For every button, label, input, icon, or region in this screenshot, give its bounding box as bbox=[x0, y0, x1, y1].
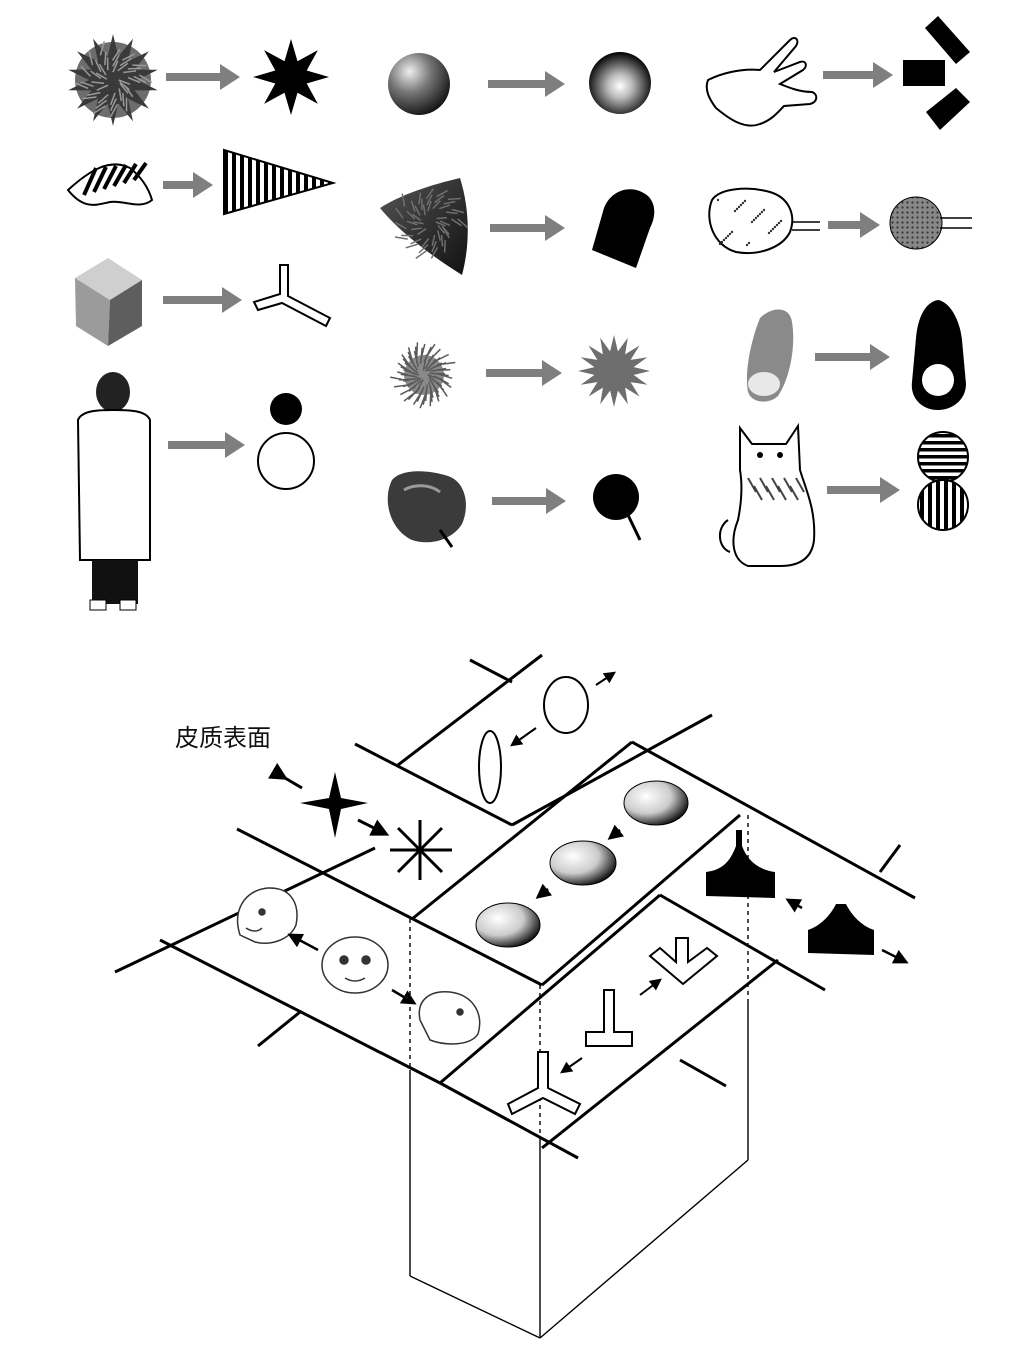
sweet-potato-icon bbox=[746, 309, 794, 402]
grey-arrow-icon bbox=[486, 360, 562, 386]
grey-starburst-icon bbox=[578, 335, 650, 407]
black-bar-junction-icon bbox=[903, 16, 970, 130]
black-bell-shape-icon bbox=[706, 830, 775, 898]
grey-arrow-icon bbox=[163, 172, 213, 198]
grey-arrow-icon bbox=[166, 64, 240, 90]
grey-arrow-icon bbox=[827, 477, 900, 503]
t-junction-icon bbox=[252, 264, 332, 328]
grey-arrow-icon bbox=[490, 215, 565, 241]
head-body-circles-icon bbox=[257, 393, 315, 490]
eight-point-star-small-icon bbox=[390, 820, 452, 880]
grey-arrow-icon bbox=[823, 62, 893, 88]
striped-cloth-icon bbox=[66, 161, 154, 206]
hand-icon bbox=[705, 36, 818, 127]
arrow-icon bbox=[268, 762, 303, 790]
striped-triangle-icon bbox=[223, 148, 337, 216]
bell-column bbox=[706, 830, 909, 964]
t-junction-outline-icon bbox=[585, 989, 633, 1047]
shaded-egg-icon bbox=[549, 840, 617, 886]
four-point-star-icon bbox=[300, 772, 368, 838]
grey-arrow-icon bbox=[488, 71, 565, 97]
monkey-face-front-icon bbox=[321, 936, 389, 994]
monkey-face-right-icon bbox=[418, 991, 481, 1045]
ellipse-column bbox=[478, 671, 616, 804]
eight-point-star-icon bbox=[253, 39, 329, 115]
cat-icon bbox=[719, 422, 816, 567]
cortex-diagram bbox=[114, 653, 916, 1339]
grey-arrow-icon bbox=[492, 488, 566, 514]
fuzzy-burr-icon bbox=[390, 342, 456, 409]
black-disc-with-stem-icon bbox=[593, 474, 642, 541]
dotted-disc-with-lines-icon bbox=[889, 196, 972, 250]
shaded-cube-icon bbox=[75, 258, 142, 346]
monkey-face-left-icon bbox=[236, 887, 298, 944]
star-column bbox=[268, 762, 452, 880]
arrow-icon bbox=[357, 818, 390, 836]
shaded-egg-icon bbox=[475, 902, 541, 948]
shaded-egg-icon bbox=[623, 780, 689, 826]
black-rounded-tab-icon bbox=[592, 189, 655, 268]
y-junction-outline-icon bbox=[506, 1051, 582, 1116]
black-bell-shape-icon bbox=[808, 904, 874, 955]
potato-icon bbox=[708, 187, 820, 254]
furry-cone-icon bbox=[380, 178, 468, 275]
cortex-surface-label: 皮质表面 bbox=[175, 724, 271, 752]
apple-icon bbox=[387, 471, 466, 548]
egg-column bbox=[475, 780, 689, 948]
grey-arrow-icon bbox=[163, 287, 242, 313]
grey-arrow-icon bbox=[168, 432, 245, 458]
standing-person-icon bbox=[76, 372, 151, 611]
junction-column bbox=[506, 937, 719, 1116]
grey-arrow-icon bbox=[815, 344, 890, 370]
shaded-sphere-icon bbox=[388, 53, 450, 115]
spiky-ball-icon bbox=[68, 34, 158, 126]
arrow-junction-icon bbox=[648, 937, 719, 986]
gradient-disc-icon bbox=[589, 52, 651, 114]
monkey-column bbox=[236, 887, 481, 1045]
black-drop-with-hole-icon bbox=[911, 300, 966, 410]
narrow-ellipse-icon bbox=[478, 730, 502, 804]
oval-icon bbox=[543, 676, 589, 734]
grey-arrow-icon bbox=[828, 212, 880, 238]
striped-double-circle-icon bbox=[917, 431, 969, 531]
